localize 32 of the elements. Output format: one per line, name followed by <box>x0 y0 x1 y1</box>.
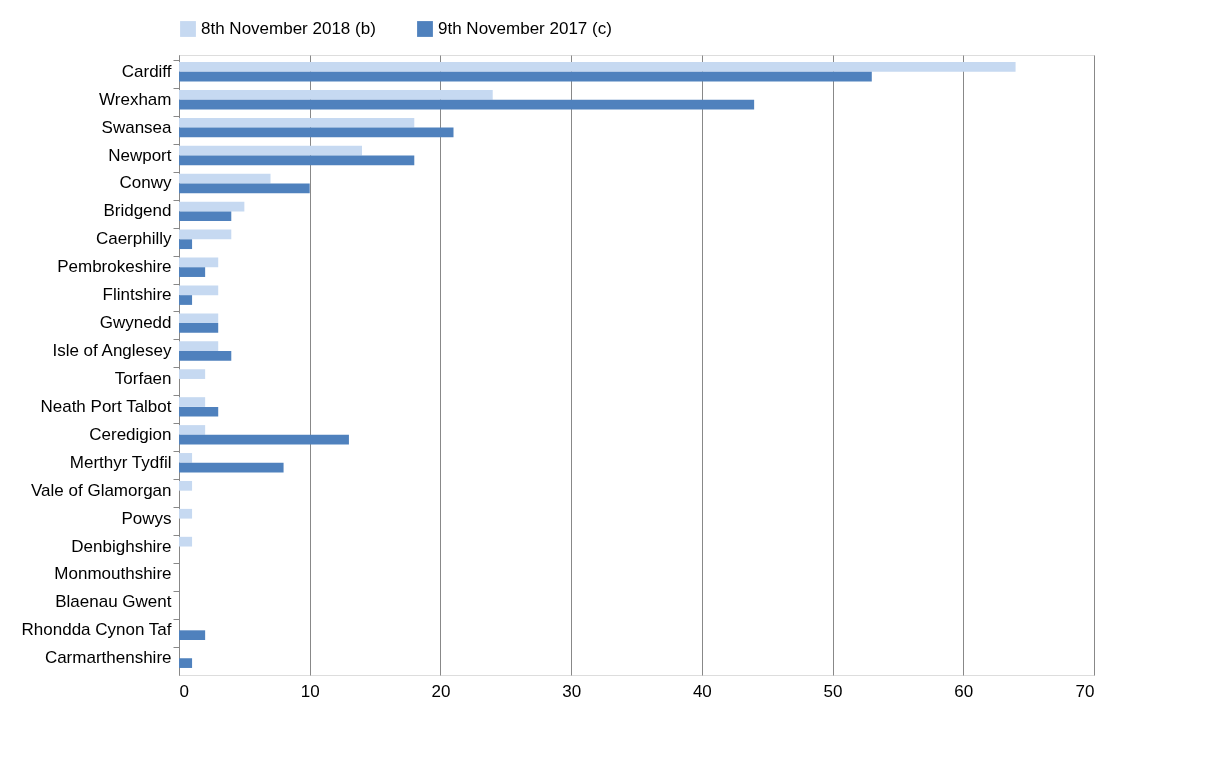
y-tick-label: Caerphilly <box>95 229 172 249</box>
legend-label: 8th November 2018 (b) <box>201 19 376 38</box>
y-tick-label: Torfaen <box>114 368 172 388</box>
x-tick-label: 60 <box>954 681 974 701</box>
y-tick-label: Merthyr Tydfil <box>69 452 172 472</box>
y-tick-label: Denbighshire <box>71 536 172 556</box>
y-tick-label: Neath Port Talbot <box>40 396 172 416</box>
y-tick-label: Pembrokeshire <box>57 257 172 277</box>
y-tick-label: Carmarthenshire <box>44 648 172 668</box>
y-tick-label: Conwy <box>119 173 172 193</box>
y-tick-label: Gwynedd <box>99 313 172 333</box>
legend-label: 9th November 2017 (c) <box>438 19 612 38</box>
y-tick-label: Newport <box>108 145 172 165</box>
y-tick-label: Cardiff <box>121 61 172 81</box>
y-tick-label: Powys <box>121 508 172 528</box>
x-tick-label: 10 <box>300 681 320 701</box>
x-tick-label: 40 <box>692 681 712 701</box>
y-tick-label: Bridgend <box>103 201 172 221</box>
y-tick-label: Rhondda Cynon Taf <box>21 620 172 640</box>
y-tick-label: Vale of Glamorgan <box>31 480 172 500</box>
y-tick-label: Monmouthshire <box>54 564 172 584</box>
x-tick-label: 50 <box>823 681 843 701</box>
y-tick-label: Swansea <box>101 117 173 137</box>
x-tick-label: 30 <box>562 681 582 701</box>
y-tick-label: Blaenau Gwent <box>55 592 172 612</box>
y-tick-label: Flintshire <box>102 285 172 305</box>
x-tick-label: 0 <box>179 681 189 701</box>
y-tick-label: Wrexham <box>99 89 172 109</box>
y-tick-label: Ceredigion <box>89 424 172 444</box>
y-tick-label: Isle of Anglesey <box>52 341 172 361</box>
x-tick-label: 20 <box>431 681 451 701</box>
x-tick-label: 70 <box>1075 681 1095 701</box>
